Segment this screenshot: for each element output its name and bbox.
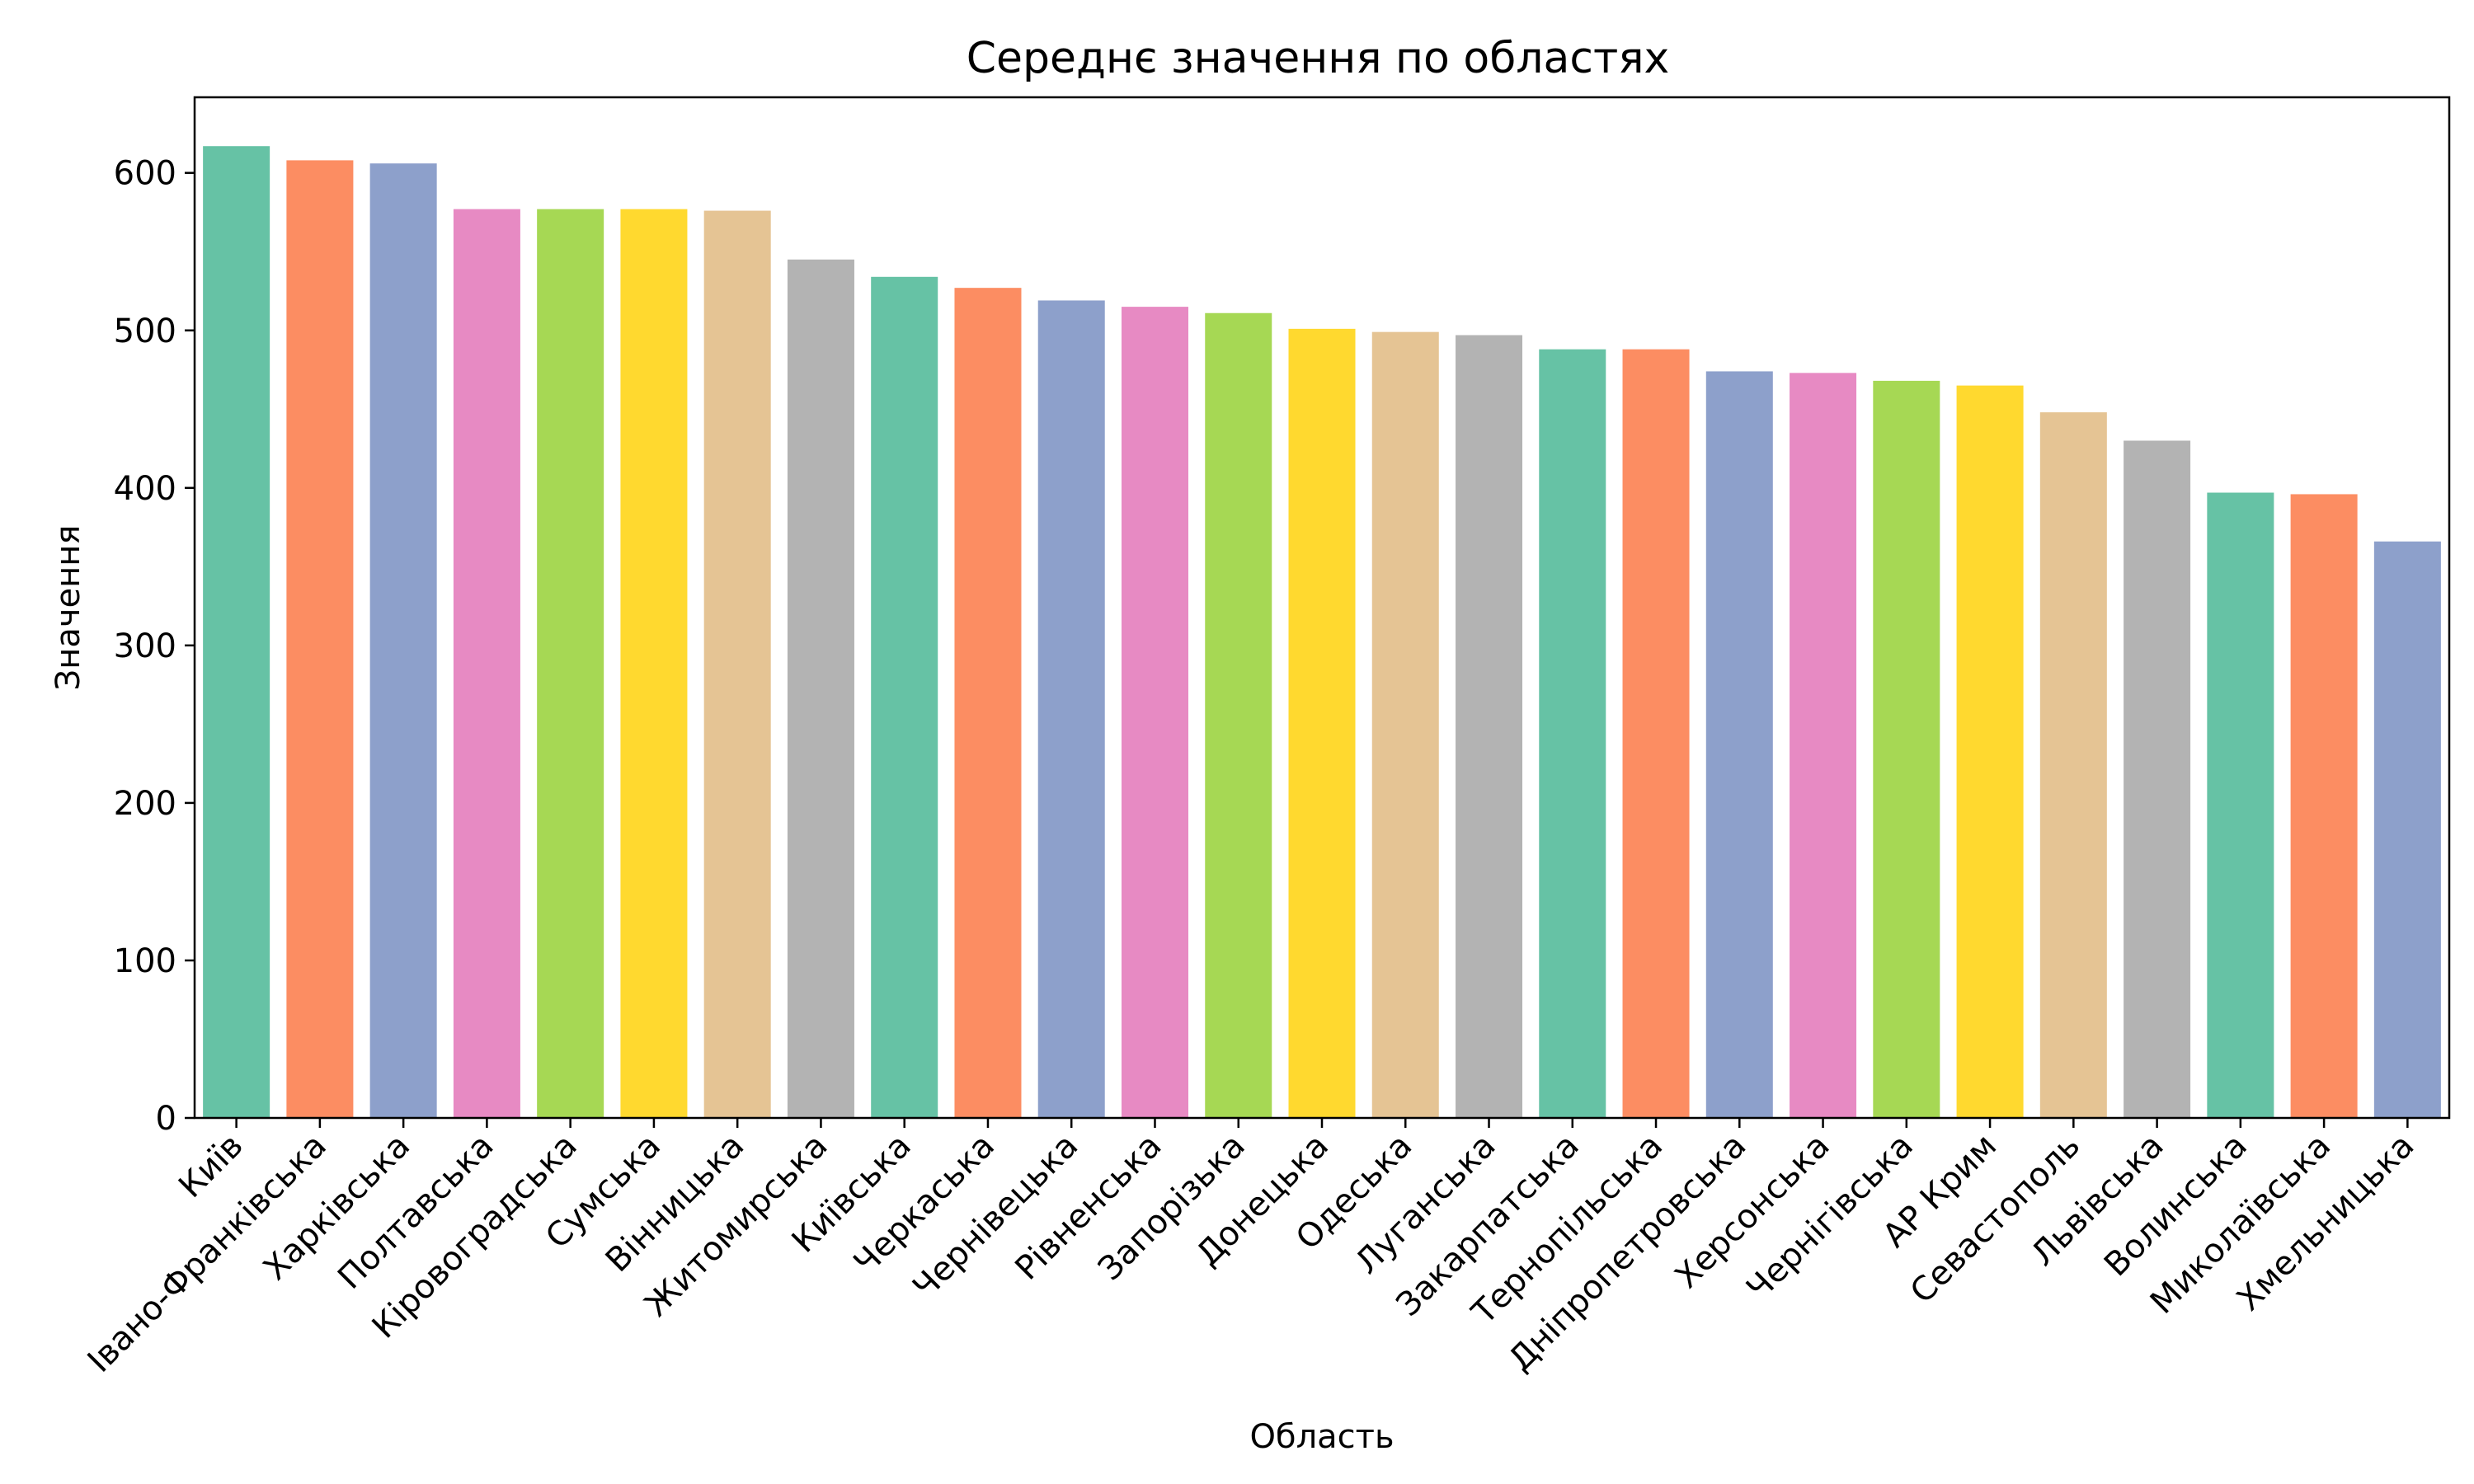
bar-12 bbox=[1121, 307, 1188, 1119]
bar-5 bbox=[537, 209, 604, 1118]
bar-17 bbox=[1539, 349, 1606, 1118]
bar-25 bbox=[2207, 492, 2274, 1118]
y-tick-label: 100 bbox=[114, 942, 176, 980]
bar-11 bbox=[1037, 300, 1105, 1118]
bar-2 bbox=[286, 160, 354, 1118]
x-axis: КиївІвано-ФранківськаХарківськаПолтавськ… bbox=[81, 1118, 2421, 1380]
bar-7 bbox=[703, 210, 771, 1118]
y-tick-label: 0 bbox=[156, 1100, 176, 1138]
bar-10 bbox=[954, 288, 1022, 1118]
bar-24 bbox=[2124, 440, 2191, 1118]
bar-4 bbox=[453, 209, 520, 1118]
bar-22 bbox=[1956, 385, 2024, 1118]
bar-15 bbox=[1371, 331, 1439, 1118]
bar-27 bbox=[2373, 541, 2441, 1118]
y-tick-label: 200 bbox=[114, 785, 176, 823]
bar-20 bbox=[1790, 373, 1857, 1119]
bar-8 bbox=[787, 259, 854, 1118]
bars-group bbox=[203, 146, 2441, 1119]
bar-19 bbox=[1705, 371, 1773, 1118]
bar-21 bbox=[1873, 380, 1940, 1118]
y-axis-label: Значення bbox=[49, 525, 87, 691]
plot-frame bbox=[193, 96, 2451, 1120]
bar-13 bbox=[1205, 312, 1272, 1118]
y-tick-label: 500 bbox=[114, 312, 176, 350]
x-axis-label: Область bbox=[1249, 1418, 1394, 1456]
bar-16 bbox=[1456, 335, 1523, 1119]
bar-18 bbox=[1622, 349, 1690, 1118]
chart-title: Середнє значення по областях bbox=[967, 34, 1670, 83]
x-tick-label: Київ bbox=[172, 1127, 251, 1206]
bar-6 bbox=[620, 209, 688, 1118]
y-axis: 0 100 200 300 400 500 600 bbox=[114, 155, 195, 1138]
bar-3 bbox=[369, 163, 437, 1119]
bar-1 bbox=[203, 146, 270, 1119]
bar-9 bbox=[871, 276, 938, 1118]
bar-14 bbox=[1288, 328, 1356, 1119]
y-tick-label: 400 bbox=[114, 470, 176, 508]
y-tick-label: 600 bbox=[114, 155, 176, 193]
y-tick-label: 300 bbox=[114, 627, 176, 665]
bar-26 bbox=[2290, 494, 2358, 1118]
bar-23 bbox=[2039, 412, 2107, 1119]
